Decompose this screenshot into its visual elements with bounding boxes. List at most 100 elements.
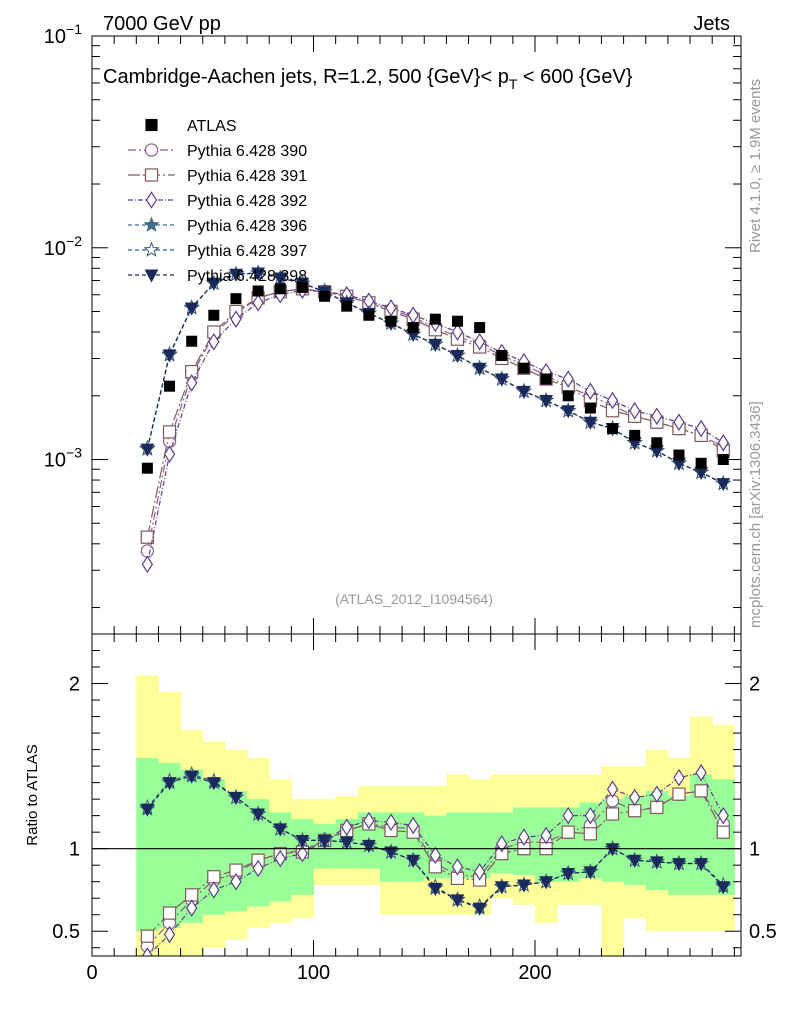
data-point bbox=[562, 390, 574, 402]
series-point bbox=[651, 407, 663, 426]
series-point bbox=[494, 373, 509, 387]
series-point bbox=[428, 338, 443, 352]
data-point bbox=[451, 315, 463, 327]
ratio-point bbox=[317, 834, 332, 849]
band-green bbox=[690, 774, 713, 895]
ratio-point bbox=[451, 858, 464, 876]
ratio-ytick-label-right: 0.5 bbox=[749, 921, 777, 943]
ratio-point bbox=[583, 827, 598, 841]
ratio-point bbox=[363, 811, 375, 830]
ratio-bands bbox=[136, 675, 735, 956]
data-point bbox=[341, 300, 353, 312]
main-ytick-label: 10−2 bbox=[44, 233, 82, 260]
ratio-point bbox=[184, 770, 199, 784]
series-point bbox=[717, 433, 729, 452]
data-point bbox=[363, 309, 375, 321]
chart-title-tail: < 600 {GeV} bbox=[517, 66, 632, 88]
data-point bbox=[673, 449, 685, 461]
ratio-point bbox=[672, 787, 686, 801]
main-ytick-exp: −2 bbox=[66, 233, 82, 249]
main-series bbox=[139, 264, 732, 574]
data-point bbox=[651, 437, 663, 449]
ratio-point bbox=[517, 879, 531, 893]
series-point bbox=[163, 445, 176, 463]
ratio-point bbox=[274, 849, 286, 868]
ratio-point bbox=[584, 806, 597, 825]
series-point bbox=[517, 385, 531, 399]
series-3 bbox=[139, 264, 732, 491]
ratio-point bbox=[605, 807, 620, 821]
legend-marker bbox=[143, 216, 160, 232]
ratio-point bbox=[185, 888, 199, 902]
data-point bbox=[429, 313, 441, 325]
ratio-point bbox=[206, 777, 221, 791]
series-point bbox=[141, 555, 154, 574]
legend-label: Pythia 6.428 390 bbox=[187, 143, 307, 160]
series-point bbox=[561, 405, 576, 419]
ratio-point bbox=[230, 872, 242, 891]
data-point bbox=[474, 322, 486, 334]
ratio-point bbox=[229, 792, 243, 806]
data-point bbox=[540, 373, 552, 385]
data-points bbox=[141, 281, 729, 474]
ratio-point bbox=[518, 828, 530, 846]
xtick-label: 0 bbox=[86, 962, 97, 984]
ratio-ytick-label: 0.5 bbox=[52, 921, 80, 943]
ratio-point bbox=[429, 846, 441, 865]
data-point bbox=[141, 462, 153, 474]
ratio-axes: 0.5 0.5 1 1 2 2 0 100 200 bbox=[52, 633, 777, 1024]
data-point bbox=[496, 349, 508, 361]
ratio-line bbox=[146, 772, 724, 957]
xtick-label: 100 bbox=[297, 962, 330, 984]
ratio-point bbox=[561, 867, 576, 882]
series-point bbox=[186, 374, 198, 392]
series-point bbox=[229, 268, 243, 282]
data-point bbox=[186, 335, 198, 347]
series-line bbox=[146, 272, 724, 485]
legend-entry-2: Pythia 6.428 392 bbox=[128, 191, 307, 210]
header-left: 7000 GeV pp bbox=[103, 13, 221, 35]
ratio-point bbox=[296, 844, 309, 863]
band-green bbox=[645, 790, 669, 890]
band-green bbox=[667, 795, 691, 895]
series-line bbox=[146, 272, 724, 485]
ratio-point bbox=[673, 768, 685, 787]
ratio-point bbox=[583, 866, 598, 880]
main-ytick-base: 10 bbox=[44, 26, 66, 48]
band-green bbox=[180, 769, 204, 923]
data-point bbox=[296, 281, 308, 293]
legend-marker bbox=[144, 143, 159, 157]
ratio-point bbox=[629, 788, 641, 807]
ratio-point bbox=[163, 925, 176, 944]
chart-title-sub: T bbox=[509, 76, 518, 92]
series-point bbox=[584, 382, 597, 401]
legend-label: Pythia 6.428 392 bbox=[187, 193, 307, 210]
ratio-ylabel: Ratio to ATLAS bbox=[24, 744, 41, 845]
ratio-point bbox=[472, 902, 487, 916]
legend-entry-data: ATLAS bbox=[145, 118, 237, 135]
ratio-point bbox=[473, 862, 486, 881]
ratio-point bbox=[494, 881, 509, 895]
series-point bbox=[252, 293, 264, 312]
series-point bbox=[140, 544, 155, 558]
ratio-line bbox=[146, 775, 724, 909]
series-line bbox=[146, 288, 724, 538]
ratio-point bbox=[716, 881, 731, 895]
series-5 bbox=[140, 267, 731, 492]
data-point bbox=[252, 285, 264, 297]
legend-marker bbox=[144, 269, 159, 283]
ratio-frame bbox=[91, 633, 742, 957]
legend-entry-4: Pythia 6.428 397 bbox=[128, 241, 307, 260]
ratio-point bbox=[162, 777, 177, 791]
data-point bbox=[164, 380, 176, 392]
mcplots-label: mcplots.cern.ch [arXiv:1306.3436] bbox=[747, 401, 764, 628]
data-point bbox=[230, 293, 242, 305]
legend-marker bbox=[144, 168, 159, 182]
ratio-point bbox=[339, 836, 354, 850]
band-green bbox=[446, 812, 470, 879]
legend-label: Pythia 6.428 397 bbox=[187, 243, 307, 260]
band-green bbox=[468, 812, 492, 879]
data-point bbox=[717, 454, 729, 466]
legend-entry-0: Pythia 6.428 390 bbox=[128, 143, 307, 160]
analysis-id: (ATLAS_2012_I1094564) bbox=[335, 591, 493, 607]
